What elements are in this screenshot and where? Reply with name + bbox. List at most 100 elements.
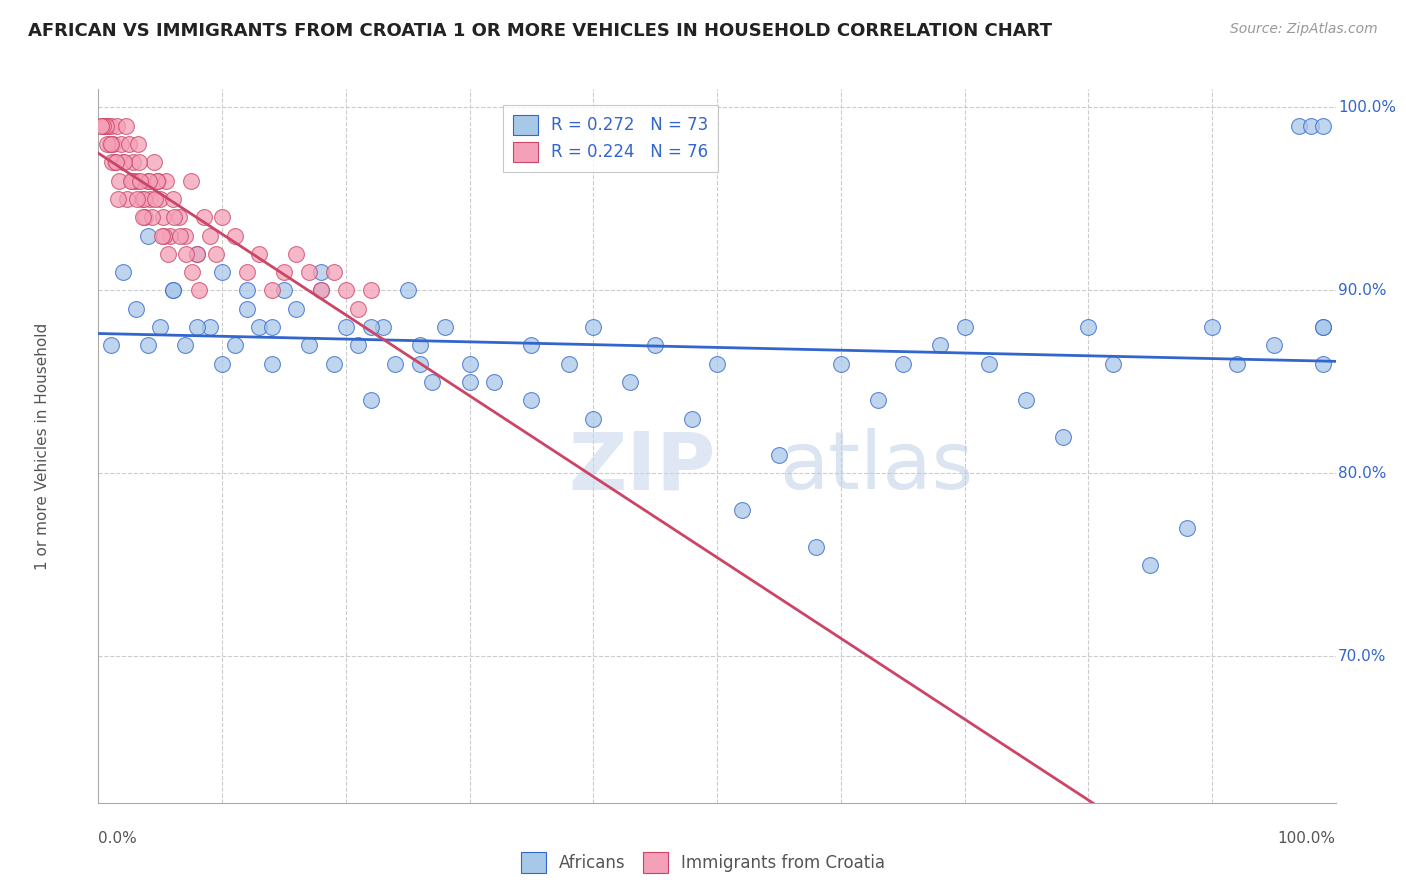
Point [115, 192, 138, 206]
Point [162, 192, 184, 206]
Point [141, 211, 163, 225]
Point [149, 192, 172, 206]
Point [360, 320, 382, 334]
Point [93, 119, 115, 133]
Point [360, 393, 382, 408]
Point [211, 357, 233, 371]
Text: 90.0%: 90.0% [1339, 283, 1386, 298]
Point [236, 301, 259, 316]
Point [409, 338, 432, 352]
Point [706, 357, 728, 371]
Point [134, 211, 156, 225]
Point [105, 119, 128, 133]
Point [422, 375, 444, 389]
Point [110, 137, 132, 152]
Point [1312, 357, 1334, 371]
Point [1263, 338, 1285, 352]
Text: ZIP: ZIP [568, 428, 716, 507]
Point [731, 503, 754, 517]
Point [260, 284, 283, 298]
Point [285, 247, 308, 261]
Point [1139, 558, 1161, 572]
Point [186, 247, 208, 261]
Point [149, 320, 172, 334]
Point [127, 137, 149, 152]
Point [152, 211, 174, 225]
Point [1312, 320, 1334, 334]
Point [143, 155, 166, 169]
Legend: R = 0.272   N = 73, R = 0.224   N = 76: R = 0.272 N = 73, R = 0.224 N = 76 [503, 104, 718, 172]
Point [104, 155, 127, 169]
Point [180, 174, 202, 188]
Point [247, 320, 270, 334]
Point [1077, 320, 1099, 334]
Point [129, 174, 152, 188]
Point [309, 284, 332, 298]
Point [101, 155, 124, 169]
Point [100, 119, 122, 133]
Point [93, 119, 115, 133]
Point [136, 338, 159, 352]
Point [211, 265, 233, 279]
Point [96, 137, 118, 152]
Point [94, 119, 117, 133]
Point [891, 357, 914, 371]
Point [804, 540, 827, 554]
Point [97, 119, 120, 133]
Point [644, 338, 666, 352]
Point [298, 265, 321, 279]
Point [100, 137, 122, 152]
Point [484, 375, 506, 389]
Point [136, 228, 159, 243]
Point [1226, 357, 1249, 371]
Point [198, 320, 221, 334]
Point [107, 192, 129, 206]
Point [309, 265, 332, 279]
Point [335, 284, 357, 298]
Point [298, 338, 321, 352]
Point [138, 174, 160, 188]
Point [520, 338, 543, 352]
Point [768, 448, 790, 462]
Point [112, 265, 135, 279]
Point [458, 357, 481, 371]
Point [136, 174, 159, 188]
Point [211, 211, 233, 225]
Point [198, 228, 221, 243]
Point [187, 284, 209, 298]
Point [134, 192, 156, 206]
Point [322, 265, 344, 279]
Point [163, 211, 186, 225]
Point [186, 320, 208, 334]
Point [1312, 320, 1334, 334]
Text: Source: ZipAtlas.com: Source: ZipAtlas.com [1230, 22, 1378, 37]
Point [139, 192, 162, 206]
Point [979, 357, 1001, 371]
Point [145, 174, 167, 188]
Point [112, 155, 135, 169]
Point [384, 357, 406, 371]
Text: 80.0%: 80.0% [1339, 466, 1386, 481]
Point [112, 155, 135, 169]
Point [118, 137, 141, 152]
Point [132, 211, 155, 225]
Point [150, 228, 173, 243]
Legend: Africans, Immigrants from Croatia: Africans, Immigrants from Croatia [515, 846, 891, 880]
Point [285, 301, 308, 316]
Point [1175, 521, 1198, 535]
Point [347, 338, 370, 352]
Point [1015, 393, 1038, 408]
Point [125, 192, 148, 206]
Point [122, 155, 145, 169]
Point [98, 137, 121, 152]
Point [1102, 357, 1125, 371]
Point [360, 284, 382, 298]
Point [90, 119, 112, 133]
Point [103, 155, 125, 169]
Point [124, 301, 146, 316]
Point [1201, 320, 1223, 334]
Point [273, 265, 295, 279]
Point [260, 357, 283, 371]
Point [681, 411, 703, 425]
Point [224, 228, 246, 243]
